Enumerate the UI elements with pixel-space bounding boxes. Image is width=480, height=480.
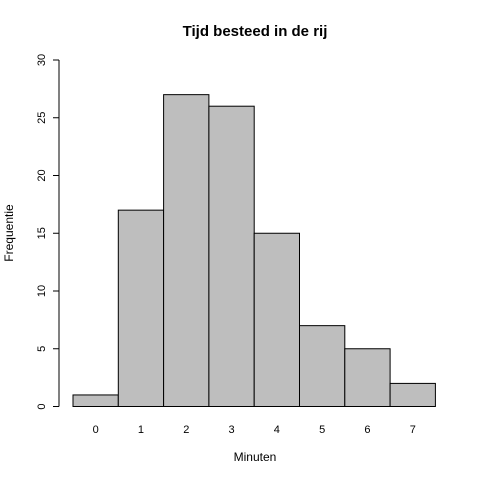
bars-group — [72, 94, 436, 408]
bar-5 — [299, 325, 346, 407]
x-tick-label: 7 — [410, 424, 416, 436]
x-tick-label: 5 — [319, 424, 325, 436]
bar-2 — [163, 94, 210, 408]
y-tick-label: 0 — [36, 403, 48, 409]
bar-7 — [389, 382, 436, 407]
bar-0 — [72, 394, 119, 408]
bar-3 — [208, 105, 255, 407]
y-tick-label: 20 — [36, 169, 48, 181]
y-tick-label: 30 — [36, 54, 48, 66]
chart-title: Tijd besteed in de rij — [183, 23, 328, 40]
y-tick-label: 25 — [36, 112, 48, 124]
x-tick-label: 4 — [274, 424, 280, 436]
x-tick-label: 3 — [228, 424, 234, 436]
x-axis-label: Minuten — [234, 450, 277, 464]
x-axis-ticks: 0 1 2 3 4 5 6 7 — [93, 424, 416, 436]
x-tick-label: 0 — [93, 424, 99, 436]
x-tick-label: 6 — [364, 424, 370, 436]
y-tick-label: 10 — [36, 285, 48, 297]
y-tick-label: 5 — [36, 346, 48, 352]
bar-1 — [117, 209, 165, 407]
y-tick-label: 15 — [36, 227, 48, 239]
y-axis-label: Frequentie — [2, 204, 16, 262]
bar-4 — [253, 232, 300, 407]
bar-6 — [344, 348, 391, 407]
y-axis: 0 5 10 15 20 25 30 — [36, 54, 60, 410]
x-tick-label: 1 — [138, 424, 144, 436]
x-tick-label: 2 — [183, 424, 189, 436]
